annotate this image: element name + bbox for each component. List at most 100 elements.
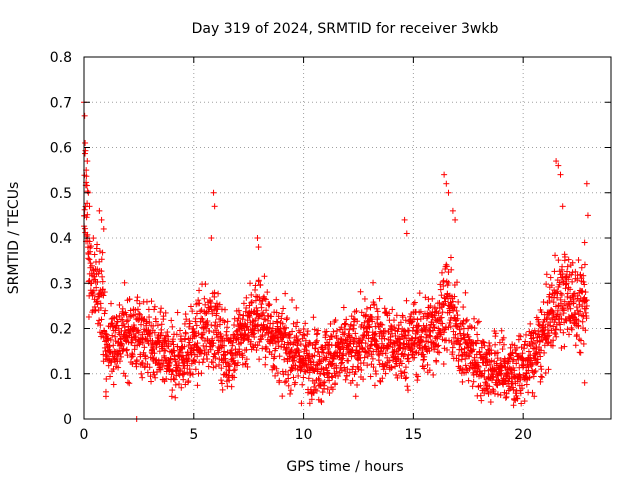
data-point: [171, 376, 178, 383]
data-point: [410, 301, 417, 308]
data-point: [98, 256, 105, 263]
data-point: [134, 297, 141, 304]
grid-lines: [84, 57, 611, 419]
data-point: [139, 374, 146, 381]
data-point: [455, 298, 462, 305]
data-point: [128, 339, 135, 346]
data-point: [88, 262, 95, 269]
data-point: [440, 360, 447, 367]
data-point: [139, 359, 146, 366]
data-point: [297, 367, 304, 374]
data-point: [170, 336, 177, 343]
data-point: [187, 303, 194, 310]
data-point: [176, 327, 183, 334]
data-point: [274, 319, 281, 326]
data-point: [215, 290, 222, 297]
data-point: [371, 382, 378, 389]
data-point: [445, 189, 452, 196]
data-point: [103, 331, 110, 338]
x-tick-label: 20: [514, 427, 532, 443]
data-point: [140, 317, 147, 324]
data-point: [133, 357, 140, 364]
data-point: [134, 306, 141, 313]
data-point: [126, 380, 133, 387]
data-point: [100, 351, 107, 358]
data-point: [578, 264, 585, 271]
data-point: [127, 307, 134, 314]
data-point: [582, 289, 589, 296]
data-point: [123, 311, 130, 318]
data-point: [123, 318, 130, 325]
data-points: [81, 99, 591, 422]
data-point: [164, 329, 171, 336]
data-point: [248, 291, 255, 298]
data-point: [136, 310, 143, 317]
data-point: [560, 329, 567, 336]
data-point: [389, 306, 396, 313]
data-point: [118, 341, 125, 348]
data-point: [201, 295, 208, 302]
data-point: [153, 356, 160, 363]
data-point: [173, 331, 180, 338]
data-point: [584, 212, 591, 219]
data-point: [402, 364, 409, 371]
data-point: [293, 304, 300, 311]
data-point: [200, 329, 207, 336]
data-point: [348, 353, 355, 360]
data-point: [557, 326, 564, 333]
data-point: [527, 320, 534, 327]
data-point: [266, 301, 273, 308]
data-point: [101, 310, 108, 317]
data-point: [165, 333, 172, 340]
data-point: [363, 305, 370, 312]
data-point: [469, 383, 476, 390]
data-point: [110, 381, 117, 388]
data-point: [88, 243, 95, 250]
data-point: [281, 379, 288, 386]
data-point: [429, 295, 436, 302]
data-point: [281, 356, 288, 363]
data-point: [300, 374, 307, 381]
data-point: [107, 373, 114, 380]
data-point: [99, 273, 106, 280]
data-point: [204, 355, 211, 362]
data-point: [102, 348, 109, 355]
data-point: [114, 351, 121, 358]
data-point: [294, 319, 301, 326]
data-point: [193, 310, 200, 317]
data-point: [134, 294, 141, 301]
data-point: [273, 296, 280, 303]
data-point: [169, 323, 176, 330]
data-point: [264, 289, 271, 296]
data-point: [137, 311, 144, 318]
data-point: [84, 211, 91, 218]
data-point: [558, 344, 565, 351]
data-point: [581, 261, 588, 268]
data-point: [557, 171, 564, 178]
data-point: [202, 281, 209, 288]
data-point: [161, 347, 168, 354]
data-point: [532, 367, 539, 374]
data-point: [399, 314, 406, 321]
data-point: [243, 294, 250, 301]
data-point: [170, 341, 177, 348]
data-point: [566, 331, 573, 338]
data-point: [178, 333, 185, 340]
data-point: [120, 370, 127, 377]
data-point: [82, 139, 89, 146]
data-point: [299, 381, 306, 388]
data-point: [561, 343, 568, 350]
data-point: [342, 376, 349, 383]
data-point: [186, 339, 193, 346]
data-point: [289, 296, 296, 303]
data-point: [146, 319, 153, 326]
data-point: [205, 363, 212, 370]
data-point: [274, 370, 281, 377]
data-point: [129, 360, 136, 367]
data-point: [116, 312, 123, 319]
data-point: [302, 320, 309, 327]
data-point: [172, 381, 179, 388]
data-point: [178, 344, 185, 351]
data-point: [152, 374, 159, 381]
data-point: [262, 354, 269, 361]
